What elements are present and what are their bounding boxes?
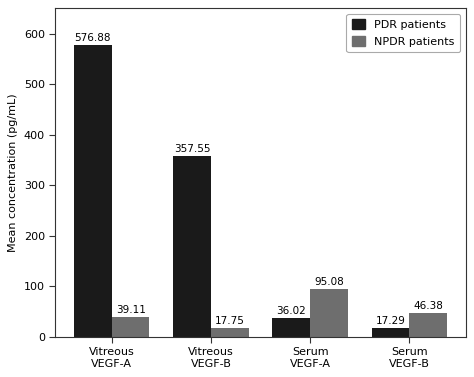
Y-axis label: Mean concentration (pg/mL): Mean concentration (pg/mL) [9, 93, 18, 252]
Bar [173, 156, 211, 337]
Text: 36.02: 36.02 [276, 307, 306, 316]
Text: 17.29: 17.29 [375, 316, 405, 326]
Text: 46.38: 46.38 [413, 301, 443, 311]
Bar [410, 313, 447, 337]
Bar [273, 319, 310, 337]
Bar [372, 328, 410, 337]
Text: 39.11: 39.11 [116, 305, 146, 315]
Bar [211, 328, 249, 337]
Text: 95.08: 95.08 [314, 277, 344, 287]
Text: 576.88: 576.88 [75, 33, 111, 43]
Text: 17.75: 17.75 [215, 316, 245, 326]
Legend: PDR patients, NPDR patients: PDR patients, NPDR patients [346, 14, 460, 52]
Bar [310, 289, 348, 337]
Text: 357.55: 357.55 [174, 144, 210, 154]
Bar [74, 45, 112, 337]
Bar [112, 317, 149, 337]
